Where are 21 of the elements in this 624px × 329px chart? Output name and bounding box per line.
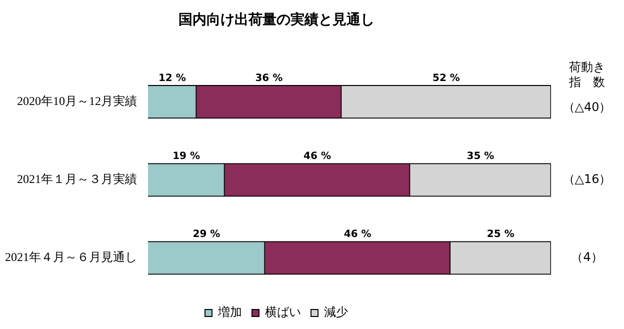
data-label: 12 % bbox=[158, 72, 186, 84]
data-label: 52 % bbox=[432, 72, 460, 84]
legend-label: 横ばい bbox=[265, 305, 301, 320]
text: （△40） bbox=[562, 100, 612, 114]
y-tick-label: 2020年10月～12月実績 bbox=[17, 94, 137, 108]
text: （△16） bbox=[562, 172, 612, 186]
text: 指 数 bbox=[568, 74, 605, 89]
data-label: 46 % bbox=[344, 229, 372, 240]
data-label: 46 % bbox=[304, 150, 331, 162]
text: （4） bbox=[571, 250, 603, 264]
data-label: 36 % bbox=[255, 72, 283, 84]
y-tick-label: 2021年４月～６月見通し bbox=[5, 250, 137, 264]
data-label: 29 % bbox=[192, 229, 220, 240]
legend-label: 減少 bbox=[324, 305, 348, 320]
data-label: 19 % bbox=[172, 150, 200, 162]
data-label: 25 % bbox=[486, 229, 514, 240]
chart-title: 国内向け出荷量の実績と見通し bbox=[178, 11, 374, 28]
text: 荷動き bbox=[569, 60, 605, 74]
data-label: 35 % bbox=[466, 150, 494, 162]
legend-label: 増加 bbox=[217, 305, 242, 320]
y-tick-label: 2021年１月～３月実績 bbox=[17, 172, 137, 186]
